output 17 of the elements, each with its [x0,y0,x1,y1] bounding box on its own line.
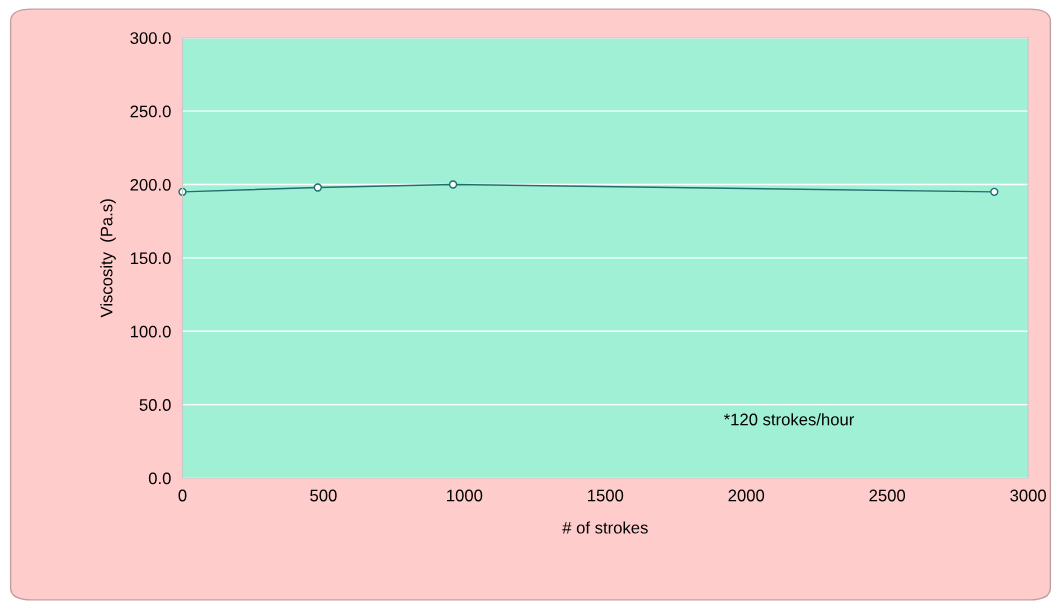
x-tick-label: 0 [178,489,187,502]
y-tick-label: 150.0 [130,252,171,265]
x-tick-label: 3000 [1010,489,1046,502]
x-tick-label: 1000 [447,489,483,502]
y-tick-label: 300.0 [130,32,171,44]
y-tick-label: 250.0 [130,105,171,118]
annotation: *120 strokes/hour [723,413,855,426]
x-tick-label: 2000 [728,489,765,502]
x-axis-title: # of strokes [562,521,648,534]
y-tick-label: 0.0 [148,472,171,485]
x-tick-label: 1500 [588,489,624,502]
y-tick-label: 50.0 [139,399,171,411]
y-axis-title: Viscosity (Pa.s) [100,199,116,318]
y-tick-label: 100.0 [130,325,171,338]
x-tick-label: 2500 [869,489,906,502]
x-tick-label: 500 [310,489,337,502]
y-tick-label: 200.0 [130,178,171,191]
